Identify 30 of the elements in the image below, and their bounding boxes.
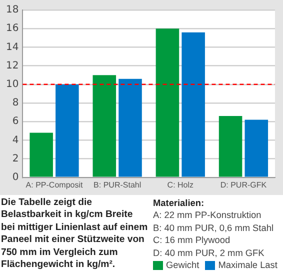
y-tick-label: 14 bbox=[6, 42, 19, 53]
y-tick-label: 12 bbox=[6, 60, 19, 72]
text: C: 16 mm Plywood bbox=[153, 234, 232, 247]
bar bbox=[218, 116, 242, 177]
y-tick-label: 8 bbox=[12, 98, 19, 109]
bar bbox=[118, 78, 142, 177]
y-tick-label: 2 bbox=[12, 153, 19, 164]
text: Die Tabelle zeigt die Belastbarkeit in kg/cm Breite bei mittiger Linienlast auf einem Paneel mit einer Stützweite von 750 mm im Vergleich zum Flächengewicht in kg/m². bbox=[1, 197, 149, 272]
bar bbox=[92, 75, 116, 177]
y-tick-label: 6 bbox=[12, 116, 19, 128]
x-tick-label: D: PUR-GFK bbox=[220, 180, 268, 190]
y-tick-label: 18 bbox=[6, 4, 19, 16]
x-tick-label: C: Holz bbox=[167, 180, 194, 190]
text: Materialien: bbox=[153, 197, 206, 210]
legend-label: Maximale Last bbox=[217, 259, 278, 272]
bar bbox=[30, 132, 53, 177]
bar bbox=[244, 120, 268, 177]
text: D: 40 mm PUR, 2 mm GFK bbox=[153, 246, 266, 260]
text: A: 22 mm PP-Konstruktion bbox=[153, 209, 262, 222]
legend-label: Gewicht bbox=[165, 259, 200, 272]
x-tick-label: A: PP-Composit bbox=[26, 180, 84, 190]
bar bbox=[182, 32, 205, 177]
y-tick-label: 10 bbox=[6, 78, 19, 90]
y-tick-label: 4 bbox=[12, 134, 19, 146]
text: B: 40 mm PUR, 0,6 mm Stahl bbox=[153, 222, 274, 234]
y-tick-label: 0 bbox=[12, 172, 19, 183]
x-tick-label: B: PUR-Stahl bbox=[94, 180, 142, 190]
bar bbox=[56, 84, 79, 177]
y-tick-label: 16 bbox=[6, 23, 19, 34]
bar bbox=[156, 28, 180, 177]
